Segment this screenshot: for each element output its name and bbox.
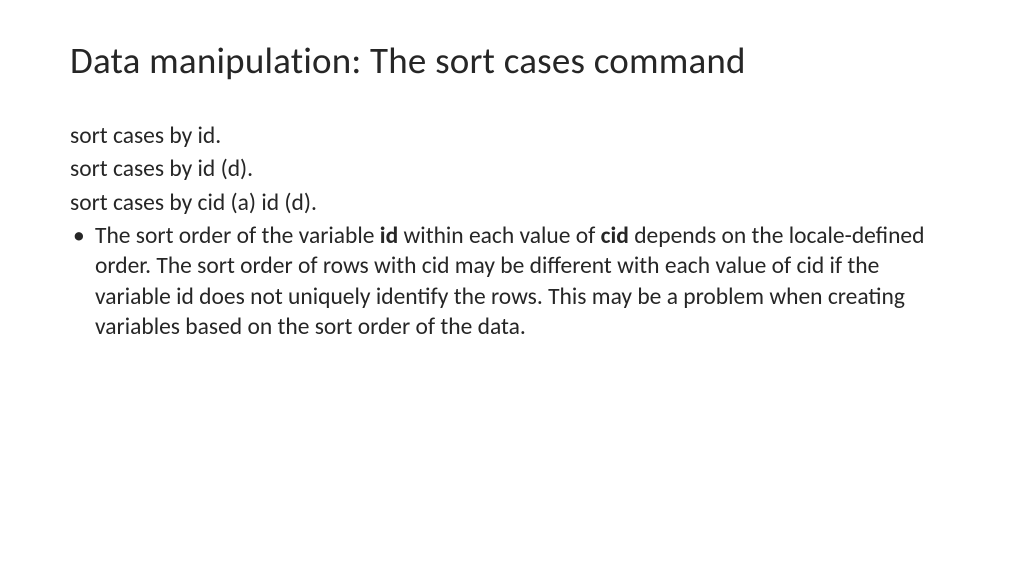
slide-body: sort cases by id. sort cases by id (d). … <box>70 121 954 342</box>
bullet-text: The sort order of the variable id within… <box>95 221 954 342</box>
code-line-1: sort cases by id. <box>70 121 954 151</box>
bullet-marker: • <box>70 221 95 342</box>
bullet-seg1: The sort order of the variable <box>95 222 380 250</box>
code-line-3: sort cases by cid (a) id (d). <box>70 188 954 218</box>
bullet-seg2: within each value of <box>398 222 600 250</box>
code-line-2: sort cases by id (d). <box>70 154 954 184</box>
bullet-bold2: cid <box>601 222 629 250</box>
bullet-bold1: id <box>380 222 398 250</box>
slide-title: Data manipulation: The sort cases comman… <box>70 38 954 83</box>
bullet-item: • The sort order of the variable id with… <box>70 221 954 342</box>
slide: Data manipulation: The sort cases comman… <box>0 0 1024 576</box>
